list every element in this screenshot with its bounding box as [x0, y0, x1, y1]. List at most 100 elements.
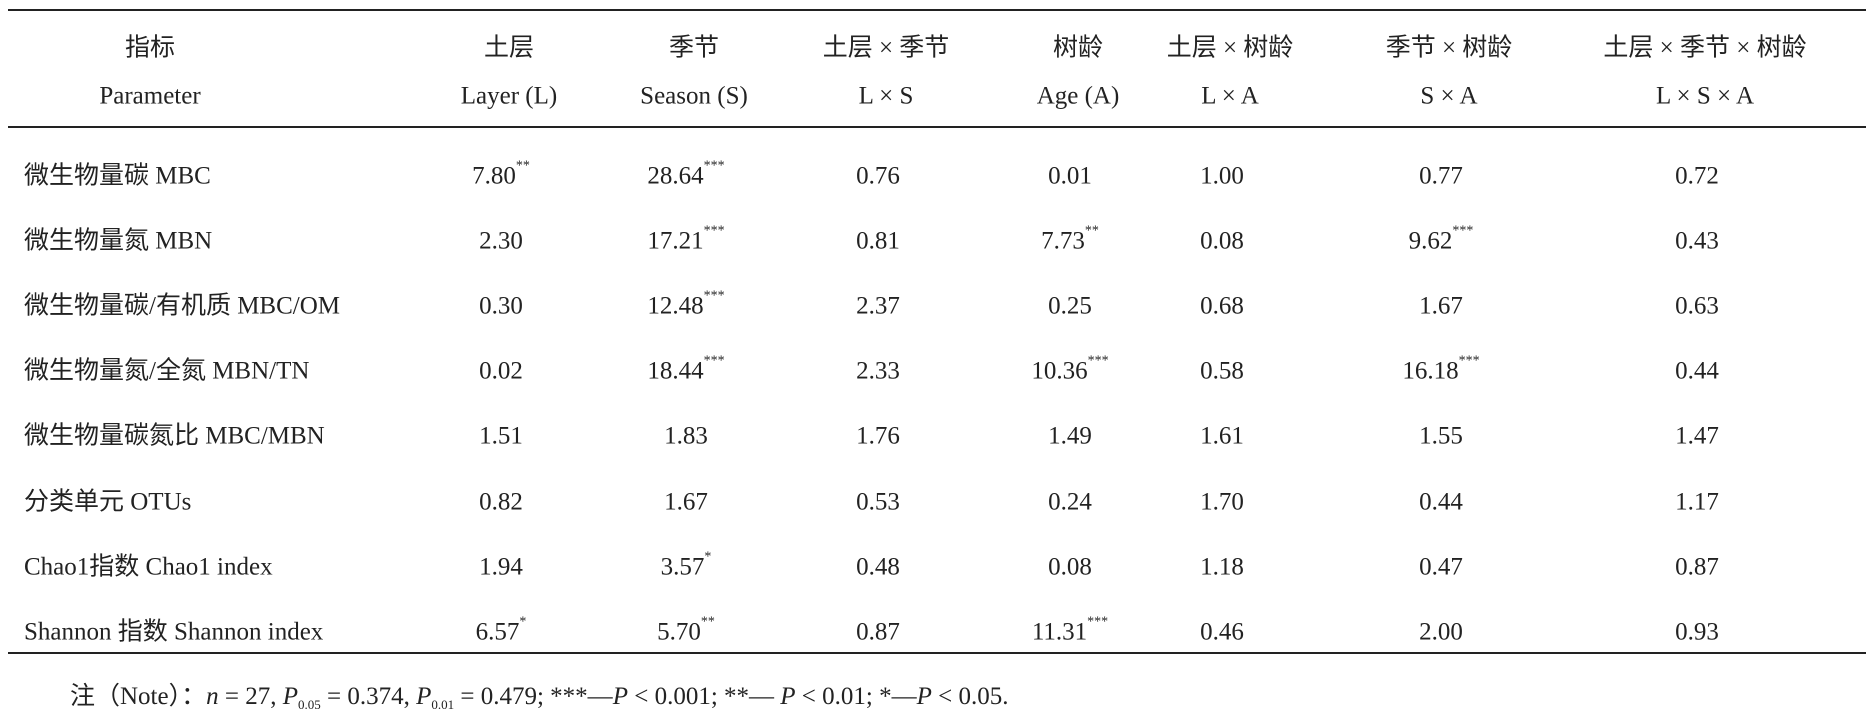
cell-value: 6.57: [475, 618, 520, 646]
cell: 1.94: [479, 554, 523, 579]
row-label: Chao1指数 Chao1 index: [24, 553, 273, 581]
cell: 0.08: [1048, 554, 1092, 579]
cell: 17.21***: [647, 224, 724, 254]
cell: 0.08: [1200, 229, 1244, 254]
header-cell: 季节: [668, 34, 720, 62]
cell-value: 1.55: [1419, 422, 1463, 450]
cell: 0.82: [479, 489, 523, 514]
significance: ***: [1087, 614, 1109, 630]
significance: *: [704, 549, 712, 565]
cell-value: 0.93: [1675, 618, 1719, 646]
note-text: = 27,: [218, 683, 283, 710]
cell: 0.93: [1675, 619, 1719, 644]
header-rule: [8, 126, 1866, 128]
header-cell: 土层: [483, 34, 535, 62]
row-label: 微生物量氮/全氮 MBN/TN: [24, 357, 310, 385]
top-rule: [8, 9, 1866, 11]
cell-value: 0.02: [479, 357, 523, 385]
cell: 0.63: [1675, 294, 1719, 319]
cell-value: 28.64: [647, 162, 704, 190]
cell: 1.49: [1048, 424, 1092, 449]
cell-value: 0.46: [1200, 618, 1244, 646]
cell: 1.83: [664, 424, 708, 449]
cell-value: 1.47: [1675, 422, 1719, 450]
cell: 1.00: [1200, 164, 1244, 189]
significance: *: [519, 614, 527, 630]
cell-value: 0.76: [856, 162, 900, 190]
cell-value: 0.77: [1419, 162, 1463, 190]
cell-value: 0.81: [856, 227, 900, 255]
significance: **: [700, 614, 715, 630]
cell-value: 2.37: [856, 292, 900, 320]
cell-value: 1.51: [479, 422, 523, 450]
cell-value: 1.83: [664, 422, 708, 450]
cell-value: 0.08: [1200, 227, 1244, 255]
cell: 1.67: [664, 489, 708, 514]
significance: ***: [703, 223, 725, 239]
header-cell: Season (S): [640, 82, 748, 110]
cell: 0.77: [1419, 164, 1463, 189]
cell-value: 1.94: [479, 553, 523, 581]
header-cell: L × A: [1201, 82, 1259, 110]
significance: **: [515, 158, 530, 174]
cell: 0.43: [1675, 229, 1719, 254]
cell-value: 0.87: [856, 618, 900, 646]
cell: 0.24: [1048, 489, 1092, 514]
cell: 7.80**: [472, 159, 530, 190]
row-label: 分类单元 OTUs: [24, 488, 192, 515]
cell: 1.67: [1419, 294, 1463, 319]
note-text: n: [206, 683, 219, 710]
cell-value: 0.24: [1048, 488, 1092, 515]
cell-value: 0.08: [1048, 553, 1092, 581]
cell: 9.62***: [1409, 224, 1474, 254]
cell-value: 0.87: [1675, 553, 1719, 581]
cell: 1.70: [1200, 489, 1244, 514]
cell: 1.55: [1419, 424, 1463, 449]
cell-value: 1.17: [1675, 488, 1719, 515]
significance: ***: [1087, 353, 1109, 369]
cell-value: 1.70: [1200, 488, 1244, 515]
cell-value: 16.18: [1402, 357, 1459, 385]
significance: ***: [703, 353, 725, 369]
cell: 1.18: [1200, 554, 1244, 579]
significance: ***: [703, 158, 725, 174]
cell-value: 0.72: [1675, 162, 1719, 190]
header-cell: 土层 × 季节: [822, 34, 950, 62]
cell-value: 7.80: [472, 162, 516, 190]
cell-value: 0.82: [479, 488, 523, 515]
cell-value: 0.43: [1675, 227, 1719, 255]
cell: 0.68: [1200, 294, 1244, 319]
note-text: = 0.479; ***—: [454, 683, 613, 710]
note-text: P: [916, 683, 932, 710]
cell: 1.51: [479, 424, 523, 449]
cell-value: 0.44: [1419, 488, 1463, 515]
cell-value: 5.70: [657, 618, 701, 646]
cell-value: 2.30: [479, 227, 523, 255]
note-text: < 0.01; *—: [795, 683, 917, 710]
bottom-rule: [8, 652, 1866, 654]
cell-value: 1.76: [856, 422, 900, 450]
cell-value: 0.63: [1675, 292, 1719, 320]
note-text: 0.01: [431, 697, 455, 712]
cell-value: 0.25: [1048, 292, 1092, 320]
cell: 7.73**: [1041, 224, 1099, 254]
header-cell: 季节 × 树龄: [1385, 34, 1513, 62]
cell: 0.58: [1200, 359, 1244, 384]
cell: 11.31***: [1032, 615, 1108, 645]
cell-value: 0.68: [1200, 292, 1244, 320]
cell-value: 0.30: [479, 292, 523, 320]
header-cell: S × A: [1420, 82, 1478, 110]
cell: 2.33: [856, 359, 900, 384]
note-text: < 0.05.: [931, 683, 1009, 710]
row-label: Shannon 指数 Shannon index: [24, 618, 324, 646]
significance: **: [1084, 223, 1099, 239]
note-text: = 0.374,: [320, 683, 417, 710]
cell: 0.30: [479, 294, 523, 319]
cell-value: 1.67: [1419, 292, 1463, 320]
cell: 0.87: [856, 619, 900, 644]
cell-value: 2.33: [856, 357, 900, 385]
cell: 1.47: [1675, 424, 1719, 449]
cell: 0.81: [856, 229, 900, 254]
cell: 1.61: [1200, 424, 1244, 449]
cell: 0.46: [1200, 619, 1244, 644]
